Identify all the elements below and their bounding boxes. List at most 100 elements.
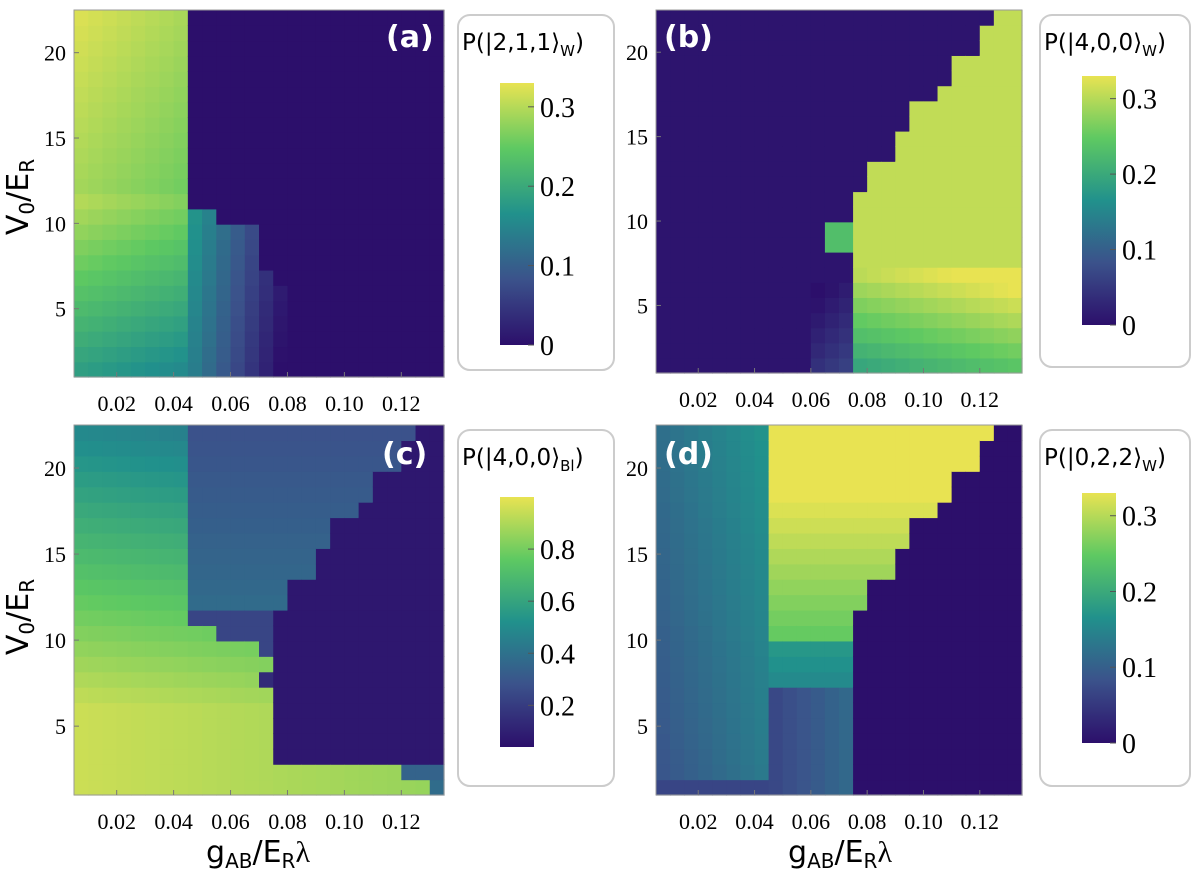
heatmap-cell (259, 315, 274, 332)
heatmap-cell (782, 40, 798, 56)
heatmap-cell (301, 147, 317, 164)
heatmap-cell (923, 176, 939, 193)
heatmap-cell (951, 563, 967, 580)
heatmap-cell (315, 254, 331, 271)
heatmap-cell (401, 687, 417, 704)
heatmap-cell (344, 625, 360, 642)
heatmap-cell (951, 327, 967, 344)
heatmap-cell (372, 25, 388, 42)
heatmap-cell (740, 733, 756, 750)
heatmap-cell (740, 282, 756, 298)
heatmap-cell (259, 101, 274, 118)
heatmap-cell (853, 548, 868, 565)
heatmap-cell (145, 733, 160, 750)
colorbar-tick-label: 0.2 (540, 172, 575, 203)
heatmap-cell (937, 252, 953, 268)
heatmap-cell (244, 71, 260, 88)
heatmap-cell (839, 471, 854, 488)
heatmap-cell (839, 115, 854, 132)
heatmap-cell (937, 532, 953, 549)
heatmap-cell (372, 254, 388, 271)
heatmap-cell (670, 425, 685, 442)
heatmap-cell (726, 764, 742, 781)
heatmap-cell (698, 40, 713, 56)
heatmap-cell (698, 100, 713, 117)
heatmap-cell (881, 455, 896, 472)
heatmap-cell (895, 687, 910, 704)
heatmap-cell (401, 717, 417, 734)
heatmap-cell (810, 297, 826, 314)
y-tick-label: 20 (626, 456, 648, 481)
heatmap-cell (344, 86, 360, 103)
heatmap-cell (1007, 25, 1023, 41)
heatmap-cell (401, 315, 417, 332)
heatmap-cell (895, 55, 910, 72)
heatmap-cell (656, 176, 671, 193)
heatmap-cell (768, 594, 784, 611)
heatmap-cell (726, 748, 742, 765)
heatmap-cell (415, 193, 431, 210)
heatmap-cell (145, 254, 160, 271)
heatmap-cell (754, 563, 770, 580)
heatmap-cell (415, 563, 431, 580)
heatmap-cell (387, 748, 402, 765)
heatmap-cell (824, 440, 840, 457)
heatmap-cell (881, 146, 896, 162)
heatmap-cell (656, 357, 671, 374)
heatmap-cell (415, 162, 431, 179)
heatmap-cell (401, 254, 417, 271)
heatmap-cell (979, 625, 995, 642)
heatmap-cell (216, 346, 232, 363)
heatmap-cell (358, 162, 374, 179)
heatmap-cell (116, 300, 132, 317)
heatmap-cell (951, 579, 967, 596)
heatmap-cell (372, 687, 388, 704)
heatmap-cell (895, 594, 910, 611)
heatmap-cell (656, 85, 671, 102)
y-title-slash-e: /E (1, 173, 36, 202)
heatmap-cell (315, 733, 331, 750)
heatmap-cell (429, 733, 445, 750)
heatmap-cell (429, 563, 445, 580)
heatmap-cell (102, 300, 118, 317)
heatmap-cell (344, 517, 360, 534)
heatmap-cell (782, 548, 798, 565)
heatmap-cell (782, 656, 798, 673)
heatmap-cell (244, 579, 260, 596)
heatmap-cell (344, 239, 360, 256)
heatmap-cell (344, 300, 360, 317)
heatmap-cell (387, 517, 402, 534)
heatmap-cell (965, 594, 981, 611)
x-title-g: g (788, 835, 807, 870)
heatmap-cell (387, 285, 402, 302)
heatmap-cell (740, 702, 756, 719)
heatmap-cell (824, 327, 840, 344)
heatmap-cell (867, 671, 882, 688)
heatmap-cell (824, 161, 840, 177)
heatmap-cell (387, 10, 402, 26)
heatmap-cell (415, 239, 431, 256)
heatmap-cell (965, 502, 981, 519)
x-tick-label: 0.12 (961, 387, 1000, 412)
heatmap-cell (173, 779, 189, 796)
heatmap-cell (937, 455, 953, 472)
heatmap-cell (387, 687, 402, 704)
heatmap-cell (824, 517, 840, 534)
heatmap-cell (656, 486, 671, 503)
heatmap-cell (344, 10, 360, 26)
y-tick-label: 15 (626, 125, 648, 150)
heatmap-cell (740, 40, 756, 56)
heatmap-cell (740, 764, 756, 781)
heatmap-cell (358, 656, 374, 673)
heatmap-cell (670, 764, 685, 781)
heatmap-cell (273, 425, 289, 442)
heatmap-cell (881, 85, 896, 102)
heatmap-cell (951, 40, 967, 56)
heatmap-cell (315, 717, 331, 734)
heatmap-cell (287, 285, 303, 302)
heatmap-cell (993, 146, 1009, 162)
heatmap-cell (315, 193, 331, 210)
heatmap-cell (330, 548, 345, 565)
heatmap-cell (670, 312, 685, 329)
heatmap-cell (740, 161, 756, 177)
